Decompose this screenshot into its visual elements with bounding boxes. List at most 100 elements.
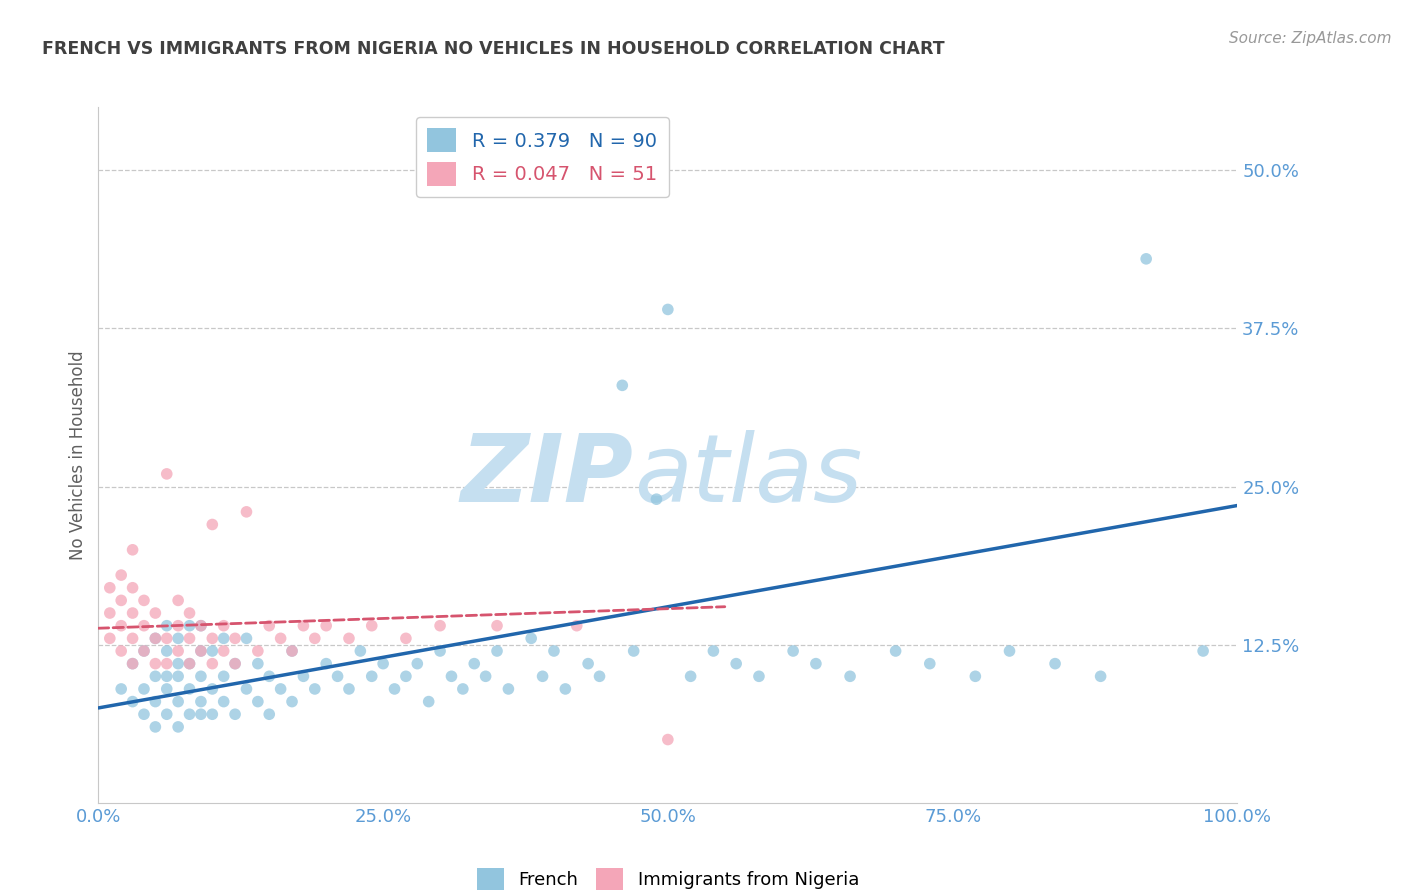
Point: [531, 669, 554, 683]
Point: [179, 618, 201, 632]
Point: [259, 669, 281, 683]
Point: [179, 606, 201, 620]
Point: [201, 632, 224, 646]
Point: [315, 657, 337, 671]
Point: [212, 632, 235, 646]
Text: ZIP: ZIP: [461, 430, 634, 522]
Point: [429, 644, 451, 658]
Point: [179, 707, 201, 722]
Point: [657, 732, 679, 747]
Point: [190, 695, 212, 709]
Point: [1043, 657, 1066, 671]
Point: [360, 669, 382, 683]
Point: [156, 657, 179, 671]
Point: [145, 720, 167, 734]
Text: atlas: atlas: [634, 430, 862, 521]
Point: [132, 593, 155, 607]
Point: [304, 681, 326, 696]
Point: [145, 657, 167, 671]
Point: [292, 618, 315, 632]
Point: [145, 669, 167, 683]
Point: [121, 606, 143, 620]
Point: [418, 695, 440, 709]
Point: [110, 618, 132, 632]
Point: [281, 644, 304, 658]
Point: [132, 707, 155, 722]
Point: [395, 632, 418, 646]
Point: [474, 669, 496, 683]
Point: [132, 644, 155, 658]
Point: [201, 681, 224, 696]
Point: [486, 644, 509, 658]
Point: [588, 669, 610, 683]
Point: [98, 632, 121, 646]
Point: [201, 517, 224, 532]
Point: [1135, 252, 1157, 266]
Point: [98, 606, 121, 620]
Point: [918, 657, 941, 671]
Point: [520, 632, 543, 646]
Text: Source: ZipAtlas.com: Source: ZipAtlas.com: [1229, 31, 1392, 46]
Point: [167, 669, 190, 683]
Point: [246, 695, 269, 709]
Point: [292, 669, 315, 683]
Point: [235, 632, 257, 646]
Point: [270, 632, 292, 646]
Point: [145, 632, 167, 646]
Point: [121, 695, 143, 709]
Point: [1192, 644, 1215, 658]
Point: [1090, 669, 1112, 683]
Point: [156, 632, 179, 646]
Legend: French, Immigrants from Nigeria: French, Immigrants from Nigeria: [470, 861, 866, 892]
Point: [121, 632, 143, 646]
Point: [270, 681, 292, 696]
Point: [804, 657, 827, 671]
Point: [110, 681, 132, 696]
Point: [156, 644, 179, 658]
Point: [190, 669, 212, 683]
Point: [212, 695, 235, 709]
Point: [451, 681, 474, 696]
Point: [998, 644, 1021, 658]
Point: [167, 695, 190, 709]
Point: [132, 681, 155, 696]
Point: [281, 644, 304, 658]
Point: [224, 657, 246, 671]
Point: [839, 669, 862, 683]
Point: [121, 657, 143, 671]
Point: [235, 505, 257, 519]
Point: [576, 657, 599, 671]
Point: [167, 618, 190, 632]
Point: [110, 644, 132, 658]
Point: [246, 644, 269, 658]
Point: [132, 644, 155, 658]
Y-axis label: No Vehicles in Household: No Vehicles in Household: [69, 350, 87, 560]
Point: [337, 681, 360, 696]
Point: [167, 593, 190, 607]
Point: [156, 707, 179, 722]
Point: [612, 378, 634, 392]
Point: [429, 618, 451, 632]
Point: [190, 644, 212, 658]
Point: [281, 695, 304, 709]
Point: [748, 669, 770, 683]
Point: [121, 657, 143, 671]
Point: [246, 657, 269, 671]
Point: [463, 657, 485, 671]
Point: [337, 632, 360, 646]
Point: [212, 669, 235, 683]
Point: [349, 644, 371, 658]
Point: [224, 657, 246, 671]
Point: [201, 657, 224, 671]
Point: [702, 644, 724, 658]
Point: [98, 581, 121, 595]
Point: [190, 618, 212, 632]
Text: FRENCH VS IMMIGRANTS FROM NIGERIA NO VEHICLES IN HOUSEHOLD CORRELATION CHART: FRENCH VS IMMIGRANTS FROM NIGERIA NO VEH…: [42, 40, 945, 58]
Point: [156, 467, 179, 481]
Point: [145, 606, 167, 620]
Point: [884, 644, 907, 658]
Point: [156, 681, 179, 696]
Point: [224, 707, 246, 722]
Point: [110, 593, 132, 607]
Point: [384, 681, 406, 696]
